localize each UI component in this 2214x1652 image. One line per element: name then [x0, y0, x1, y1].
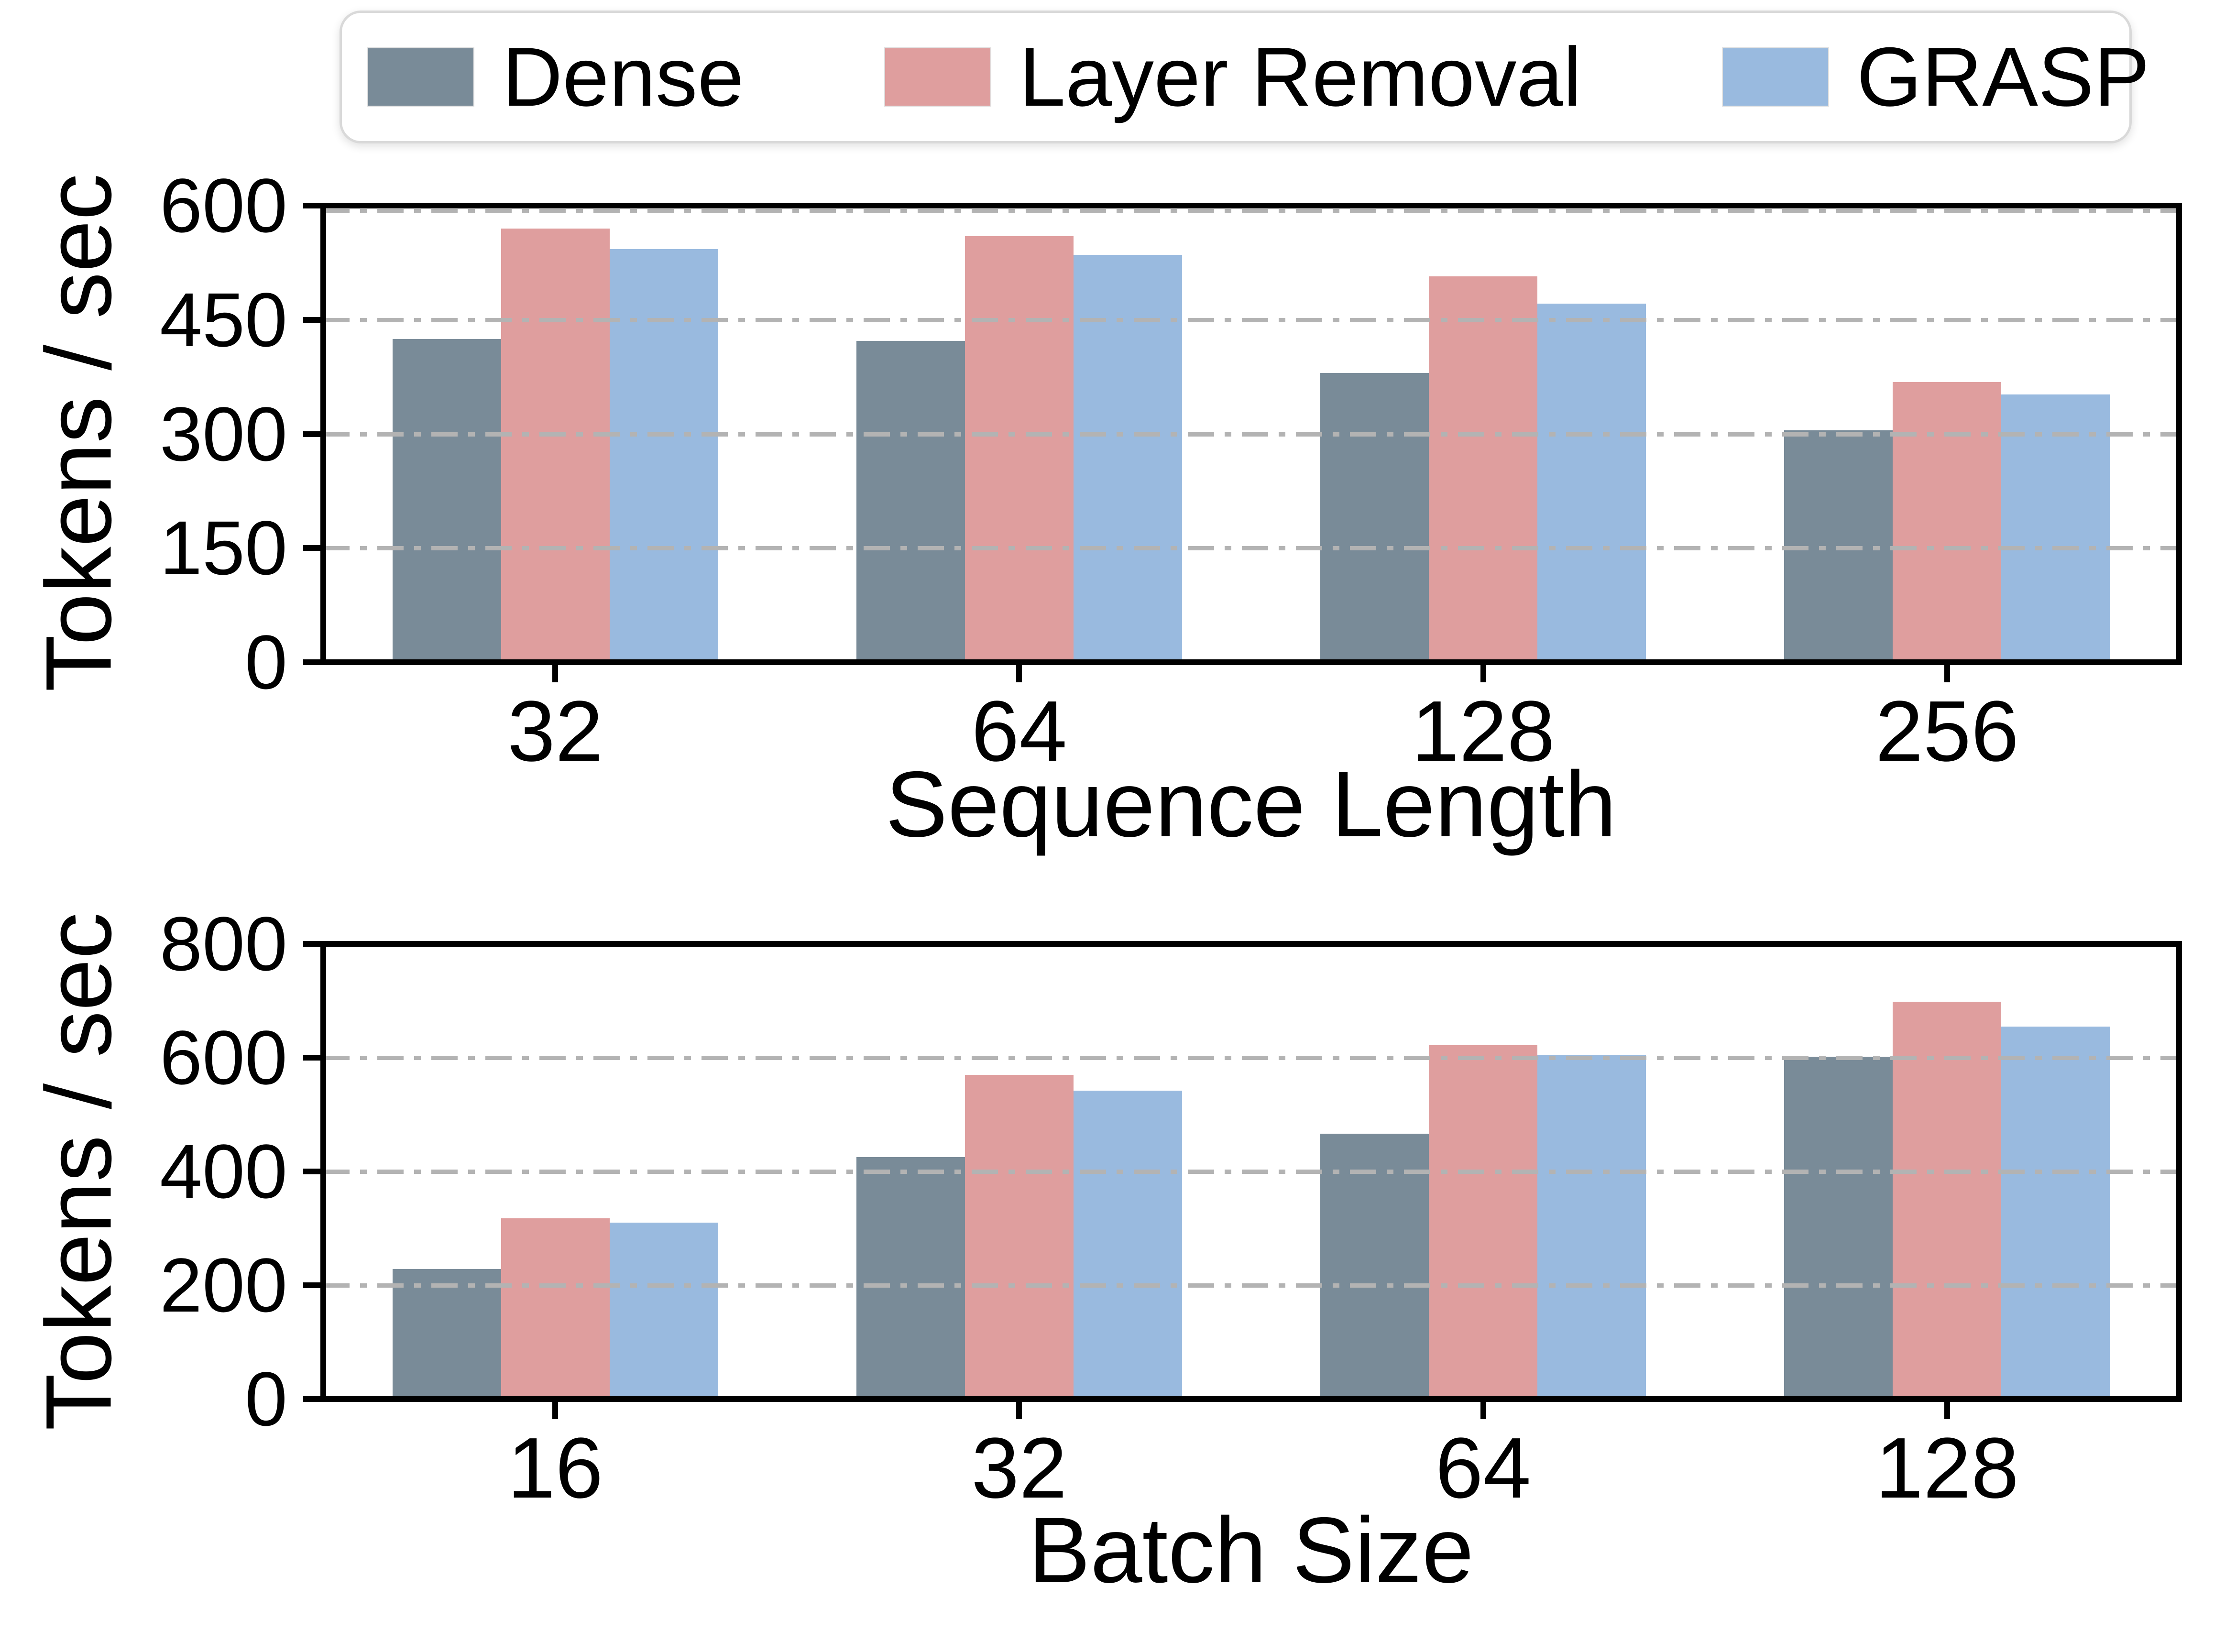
y-tick-200: [303, 1282, 320, 1288]
y-tick-150: [303, 545, 320, 551]
bar-layer-removal-128: [1893, 1002, 2002, 1399]
bar-dense-32: [392, 339, 501, 662]
layer-removal-swatch-icon: [884, 47, 991, 107]
legend-item-grasp: GRASP: [1721, 30, 2150, 124]
x-tick-label-64: 64: [971, 683, 1067, 779]
y-tick-400: [303, 1169, 320, 1174]
legend-label-layer-removal: Layer Removal: [1019, 30, 1582, 124]
bar-layer-removal-32: [501, 228, 610, 662]
y-axis-label-batch-chart: Tokens / sec: [26, 912, 131, 1431]
y-tick-label-0: 0: [245, 619, 287, 705]
x-tick-32: [1016, 1402, 1022, 1419]
bar-grasp-32: [609, 249, 718, 662]
legend-label-grasp: GRASP: [1856, 30, 2150, 124]
gridline-300: [323, 432, 2179, 437]
y-tick-0: [303, 1396, 320, 1402]
y-tick-0: [303, 659, 320, 665]
bar-dense-32: [856, 1157, 965, 1399]
gridline-200: [323, 1283, 2179, 1288]
x-tick-label-32: 32: [971, 1420, 1067, 1516]
gridline-150: [323, 546, 2179, 551]
y-tick-label-600: 600: [160, 163, 287, 248]
gridline-450: [323, 317, 2179, 322]
legend-item-layer-removal: Layer Removal: [884, 30, 1582, 124]
x-tick-label-128: 128: [1875, 1420, 2019, 1516]
x-tick-128: [1480, 665, 1486, 682]
y-tick-label-300: 300: [160, 391, 287, 477]
x-tick-64: [1480, 1402, 1486, 1419]
bar-layer-removal-64: [1429, 1045, 1538, 1399]
x-tick-256: [1944, 665, 1950, 682]
x-tick-16: [552, 1402, 559, 1419]
bar-layer-removal-256: [1893, 382, 2002, 662]
bar-dense-64: [856, 341, 965, 662]
bar-layer-removal-64: [965, 236, 1074, 662]
y-tick-label-150: 150: [160, 505, 287, 591]
x-tick-label-128: 128: [1411, 683, 1555, 779]
y-tick-450: [303, 317, 320, 323]
x-tick-label-16: 16: [507, 1420, 603, 1516]
x-axis-label-sequence-chart: Sequence Length: [885, 752, 1617, 856]
y-tick-800: [303, 941, 320, 947]
bar-grasp-64: [1537, 1055, 1646, 1399]
gridline-600: [323, 1056, 2179, 1060]
y-tick-label-450: 450: [160, 276, 287, 362]
bar-grasp-32: [1073, 1091, 1182, 1399]
y-tick-label-0: 0: [245, 1356, 287, 1442]
grasp-swatch-icon: [1721, 47, 1829, 107]
x-tick-64: [1016, 665, 1022, 682]
y-tick-300: [303, 431, 320, 437]
gridline-top: [323, 209, 2179, 213]
dense-swatch-icon: [367, 47, 474, 107]
y-tick-600: [303, 1055, 320, 1061]
x-tick-label-256: 256: [1875, 683, 2019, 779]
x-tick-label-64: 64: [1435, 1420, 1531, 1516]
y-tick-label-800: 800: [160, 901, 287, 986]
bar-grasp-128: [1537, 304, 1646, 662]
batch-size-plot: 0 200 400 600 800 16 32 64 128: [160, 906, 2182, 1511]
legend-item-dense: Dense: [367, 30, 744, 124]
x-tick-128: [1944, 1402, 1950, 1419]
bar-grasp-256: [2001, 394, 2110, 662]
y-tick-label-400: 400: [160, 1128, 287, 1214]
bar-layer-removal-128: [1429, 276, 1538, 662]
bar-dense-128: [1784, 1056, 1893, 1399]
y-axis-label-sequence-chart: Tokens / sec: [26, 174, 131, 692]
bar-dense-64: [1320, 1134, 1429, 1399]
sequence-length-plot: 0 150 300 450 600 32 64 128 256: [160, 167, 2182, 775]
gridline-400: [323, 1170, 2179, 1174]
x-axis-label-batch-chart: Batch Size: [1028, 1498, 1474, 1602]
bar-dense-16: [392, 1269, 501, 1399]
y-tick-label-200: 200: [160, 1242, 287, 1328]
bar-dense-128: [1320, 373, 1429, 662]
y-tick-600: [303, 203, 320, 208]
bar-layer-removal-32: [965, 1074, 1074, 1399]
y-tick-label-600: 600: [160, 1015, 287, 1100]
legend-label-dense: Dense: [502, 30, 744, 124]
bar-grasp-128: [2001, 1026, 2110, 1399]
bar-layer-removal-16: [501, 1218, 610, 1399]
bar-grasp-16: [609, 1223, 718, 1399]
legend: Dense Layer Removal GRASP: [340, 11, 2149, 143]
x-tick-32: [552, 665, 559, 682]
x-tick-label-32: 32: [507, 683, 603, 779]
bar-grasp-64: [1073, 255, 1182, 662]
